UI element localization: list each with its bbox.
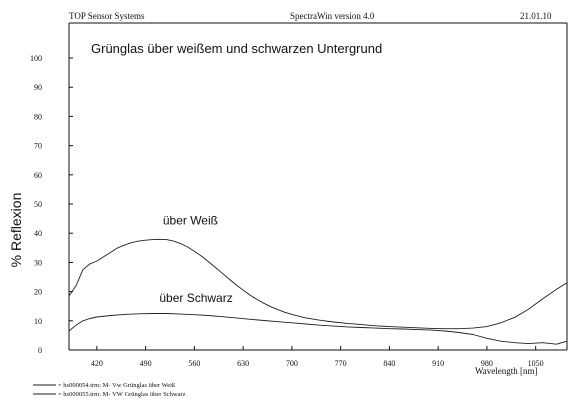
x-tick-label: 770 (335, 359, 347, 368)
legend-item-1: = hs000054.trm: M- Vw Grünglas über Weiß (58, 382, 176, 389)
x-tick-label: 980 (481, 359, 493, 368)
series-line-ueber-weiss (68, 238, 568, 330)
y-tick-label: 80 (34, 112, 42, 121)
y-tick-label: 60 (34, 171, 42, 180)
header-software: SpectraWin version 4.0 (290, 11, 375, 21)
y-tick-label: 0 (38, 346, 42, 355)
y-tick-label: 20 (34, 288, 42, 297)
x-tick-label: 560 (188, 359, 200, 368)
x-tick-label: 700 (286, 359, 298, 368)
y-tick-label: 50 (34, 200, 42, 209)
x-tick-label: 1050 (528, 359, 544, 368)
annotation-ueber-weiss: über Weiß (163, 213, 218, 227)
y-tick-label: 100 (30, 54, 42, 63)
y-axis-label: % Reflexion (8, 193, 24, 268)
x-tick-label: 910 (432, 359, 444, 368)
x-tick-label: 490 (140, 359, 152, 368)
x-tick-label: 630 (237, 359, 249, 368)
header-company: TOP Sensor Systems (69, 11, 145, 21)
y-tick-label: 40 (34, 229, 42, 238)
x-tick-label: 420 (91, 359, 103, 368)
chart-title: Grünglas über weißem und schwarzen Unter… (91, 41, 382, 56)
y-tick-label: 10 (34, 317, 42, 326)
x-tick-label: 840 (383, 359, 395, 368)
legend: = hs000054.trm: M- Vw Grünglas über Weiß… (33, 382, 186, 398)
legend-item-2: = hs000055.trm: M- VW Grünglas über Schw… (58, 391, 186, 398)
y-tick-label: 90 (34, 83, 42, 92)
annotation-ueber-schwarz: über Schwarz (159, 291, 232, 305)
y-tick-label: 70 (34, 142, 42, 151)
series-lines (68, 238, 568, 345)
x-axis-label: Wavelength [nm] (475, 366, 538, 376)
y-axis-ticks: 0 10 20 30 40 50 60 70 80 90 100 (30, 54, 73, 355)
series-line-ueber-schwarz (68, 313, 568, 345)
y-tick-label: 30 (34, 258, 42, 267)
header-date: 21.01.10 (520, 11, 552, 21)
x-axis-ticks: 420 490 560 630 700 770 840 910 980 1050 (91, 346, 544, 368)
